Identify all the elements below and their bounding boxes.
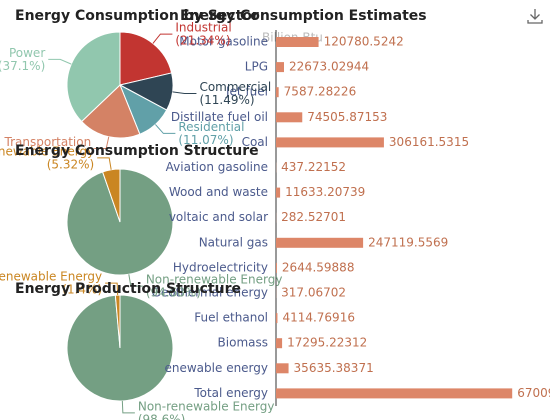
bar <box>276 338 283 349</box>
pie-label: Industrial <box>175 21 231 35</box>
pie-label: Renewable Energy <box>0 270 102 284</box>
bar <box>276 112 303 123</box>
category-label: Coal <box>242 135 268 149</box>
pie-value-label: (11.49%) <box>199 93 254 107</box>
bar <box>276 363 289 374</box>
download-icon[interactable] <box>527 9 543 24</box>
category-label: voltaic and solar <box>169 210 268 224</box>
labels: Industrial(21.34%) Commercial(11.49%) Resi… <box>0 21 282 420</box>
category-label: enewable energy <box>165 361 269 375</box>
value-label: 247119.5569 <box>368 235 448 249</box>
pie-slice <box>80 84 141 139</box>
pie-label: Power <box>9 46 45 60</box>
bar <box>276 388 513 399</box>
pie-value-label: (11.07%) <box>178 133 233 147</box>
value-label: 282.52701 <box>281 210 346 224</box>
bar <box>276 313 278 324</box>
bars: Billion BtuMotor gasoline120780.5242LPG2… <box>152 30 550 406</box>
label-line <box>94 136 110 150</box>
value-label: 4114.76916 <box>282 311 355 325</box>
value-label: 11633.20739 <box>285 185 365 199</box>
value-label: 7587.28226 <box>284 85 357 99</box>
category-label: Natural gas <box>199 235 268 249</box>
pie-value-label: (5.32%) <box>47 157 94 171</box>
value-label: 22673.02944 <box>289 60 369 74</box>
label-line <box>152 33 173 44</box>
value-label: 2644.59888 <box>282 260 355 274</box>
bar <box>276 237 364 248</box>
bar <box>276 262 277 273</box>
category-label: Aviation gasoline <box>166 160 268 174</box>
pie-label: Residential <box>178 120 244 134</box>
bar <box>276 87 279 98</box>
category-label: LPG <box>245 60 268 74</box>
pie-slice <box>114 294 121 349</box>
value-label: 437.22152 <box>281 160 346 174</box>
pie-slice <box>66 168 174 276</box>
category-label: Distillate fuel oil <box>171 110 268 124</box>
bar <box>276 37 319 47</box>
chart-title: Energy Consumption by Sector <box>15 8 259 24</box>
download-glyph <box>527 9 543 24</box>
category-label: Total energy <box>193 386 268 400</box>
chart-title: Energy Consumption Structure <box>15 143 259 159</box>
category-label: Jet fuel <box>225 85 268 99</box>
value-label: 306161.5315 <box>389 135 469 149</box>
value-label: 120780.5242 <box>324 35 404 49</box>
value-label: 317.06702 <box>281 286 346 300</box>
bar <box>276 62 284 73</box>
label-line <box>121 400 135 414</box>
chart-title: Energy Production Structure <box>15 281 241 297</box>
bar <box>276 187 281 198</box>
value-label: 670090 <box>517 386 550 400</box>
value-label: 17295.22312 <box>287 336 367 350</box>
pie-value-label: (94.68%) <box>146 286 201 300</box>
label-line <box>155 124 176 134</box>
label-line <box>128 274 143 287</box>
pie-value-label: (21.34%) <box>175 34 230 48</box>
category-label: Fuel ethanol <box>194 311 268 325</box>
label-line <box>97 157 112 170</box>
pie-slice <box>66 31 121 123</box>
category-label: Wood and waste <box>169 185 268 199</box>
label-line <box>48 58 72 65</box>
pie-value-label: (37.1%) <box>0 59 45 73</box>
category-label: Geothermal energy <box>152 286 268 300</box>
pie-slice <box>119 31 173 86</box>
pie-value-label: (98.6%) <box>138 412 185 420</box>
value-label: 74505.87153 <box>307 110 387 124</box>
category-label: Hydroelectricity <box>173 260 268 274</box>
pie-label: Non-renewable Energy <box>138 399 275 413</box>
bar <box>276 137 384 148</box>
chart-title: Energy Consumption Estimates <box>180 8 427 24</box>
pies <box>66 31 174 402</box>
category-label: Motor gasoline <box>179 35 268 49</box>
pie-label: Transportation <box>4 135 92 149</box>
value-label: 35635.38371 <box>294 361 374 375</box>
pie-label: Commercial <box>199 80 271 94</box>
pie-value-label: (1.4%) <box>62 283 102 297</box>
label-line <box>105 282 119 296</box>
label-line <box>172 91 197 95</box>
pie-label: Renewable Energy <box>0 144 94 158</box>
pie-label: Non-renewable Energy <box>146 273 283 287</box>
category-label: Biomass <box>218 336 268 350</box>
